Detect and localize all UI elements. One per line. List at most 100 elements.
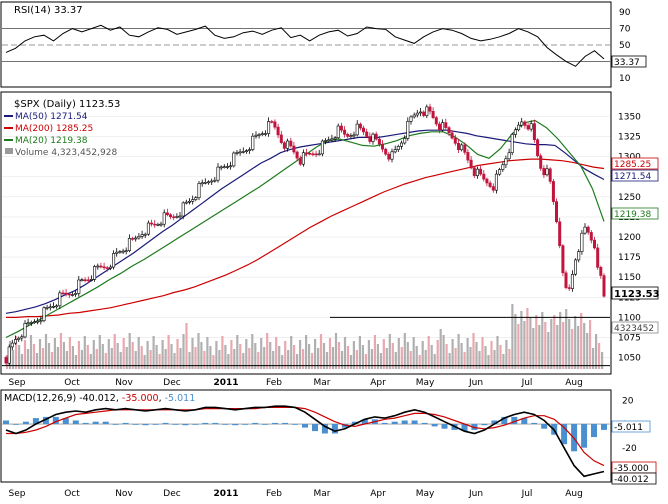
candle [444,122,448,128]
volume-bar [101,344,104,369]
candle [229,165,233,168]
candle [475,168,479,177]
volume-bar [340,351,344,369]
volume-bar [245,339,248,369]
volume-bar [278,346,281,369]
macd-histogram-bar [481,424,488,426]
volume-bar [29,335,33,369]
volume-bar [343,337,347,369]
candle [140,234,144,237]
macd-histogram-bar [541,424,548,429]
candle [539,155,543,169]
candle [570,273,574,289]
candle [526,125,530,130]
price-tick-label: 1050 [618,354,641,364]
volume-bar [433,354,436,369]
candle [263,133,267,135]
volume-bar [427,336,430,369]
volume-bar [275,337,278,369]
volume-bar [107,339,110,369]
macd-histogram-bar [202,422,209,425]
candle [17,337,21,340]
macd-histogram-bar [531,422,538,425]
candle [121,250,125,253]
volume-bar [580,313,583,369]
volume-bar [284,341,287,369]
volume-legend: Volume 4,323,452,928 [15,148,117,158]
candle [254,134,258,137]
ma200-legend: MA(200) 1285.25 [15,124,93,134]
macd-histogram-bar [521,418,528,424]
volume-bar [568,319,571,369]
macd-tick-label: 20 [622,396,634,406]
volume-bar [68,337,71,369]
macd-histogram-bar [282,422,289,425]
volume-bar [185,323,188,369]
candle [453,137,457,144]
volume-bar [460,343,463,369]
macd-legend: MACD(12,26,9) -40.012, -35.000, -5.011 [4,393,195,404]
volume-bar [505,340,508,369]
volume-bar [547,332,550,369]
price-tick-label: 1200 [618,233,641,243]
volume-bar [436,340,439,369]
candle [260,133,264,135]
x-axis-label: Aug [565,489,583,499]
ma20-last-value: 1219.38 [614,210,651,220]
macd-histogram-bar [441,424,448,429]
volume-bar [523,321,526,369]
candle [365,131,369,137]
volume-bar [502,354,505,369]
candle [532,123,536,140]
volume-bar [269,342,272,369]
volume-bar [302,349,305,369]
candle [191,199,195,202]
volume-bar [137,337,140,369]
volume-bar [260,338,263,369]
candle [4,357,8,364]
price-title: $SPX (Daily) 1123.53 [14,99,120,110]
volume-bar [116,343,119,369]
candle [422,111,426,116]
volume-bar [529,318,532,369]
candle [175,216,179,218]
volume-bar [200,342,203,369]
candle [232,152,236,167]
volume-bar [131,342,134,369]
ma200-line [6,158,605,318]
candle [51,305,55,308]
x-axis-label: 2011 [213,378,238,388]
volume-bar [478,351,481,369]
x-axis-label: Jul [521,489,533,499]
macd-histogram-bar [361,419,368,424]
volume-bar [170,344,173,369]
macd-histogram-bar [72,420,79,425]
volume-bar [50,352,54,369]
volume-bar [311,353,314,369]
candle [418,111,422,114]
volume-bar [41,348,45,369]
volume-bar [12,350,15,369]
x-axis-label: Nov [115,489,133,499]
candle [346,134,350,137]
price-last-value: 1123.53 [614,289,660,300]
candle [83,279,87,282]
macd-histogram-bar [501,416,508,424]
volume-bar [577,326,580,369]
candle [112,253,116,268]
volume-bar [134,351,137,369]
candle [143,233,147,236]
volume-bar [499,345,502,369]
volume-bar [95,349,98,369]
volume-bar [182,334,185,369]
volume-bar [418,355,421,369]
x-axis-label: Sep [9,378,26,388]
candle [377,138,381,145]
candle [169,214,173,217]
volume-bar [520,311,523,369]
volume-bar [56,347,59,369]
volume-bar [565,309,568,369]
rsi-panel: 1030507090 RSI(14) 33.37 33.37 [0,1,647,88]
macd-histogram-bar [62,418,69,424]
macd-histogram-bar [112,424,119,425]
